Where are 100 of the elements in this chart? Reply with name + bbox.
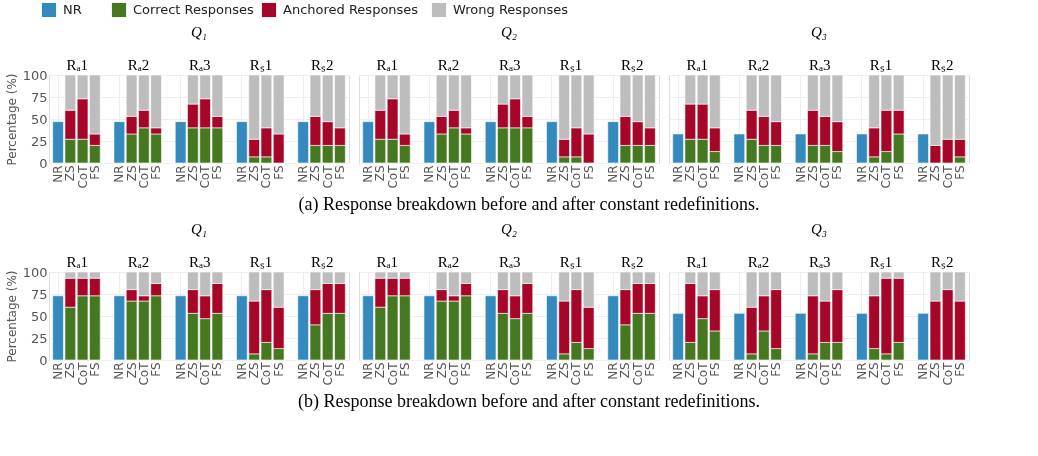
x-tick-label: NR xyxy=(51,165,66,183)
text: Rₐ1 xyxy=(376,254,398,270)
x-tick-label: NR xyxy=(483,165,498,183)
x-tick-label: CoT xyxy=(695,361,710,386)
y-tick-label: 75 xyxy=(30,89,48,105)
text: Rₛ1 xyxy=(559,57,583,73)
x-tick-label: ZS xyxy=(373,362,388,379)
x-tick-label: CoT xyxy=(75,361,90,386)
text: Rₛ1 xyxy=(869,57,893,73)
x-tick-label: CoT xyxy=(695,164,710,189)
x-tick-label: ZS xyxy=(247,165,262,182)
chart-title: Q₂ xyxy=(500,24,518,40)
y-tick-label: 0 xyxy=(39,352,48,368)
text: Rₐ1 xyxy=(376,57,398,73)
x-tick-label: NR xyxy=(606,362,621,380)
x-tick-label: CoT xyxy=(630,164,645,189)
text: Rₐ3 xyxy=(498,254,521,270)
x-tick-label: CoT xyxy=(879,164,894,189)
text: Rₛ2 xyxy=(621,254,644,270)
text: Rₐ2 xyxy=(437,57,460,73)
x-tick-label: NR xyxy=(422,165,437,183)
x-tick-label: FS xyxy=(581,165,596,180)
y-tick-label: 50 xyxy=(30,111,48,127)
x-tick-label: CoT xyxy=(75,164,90,189)
x-tick-label: ZS xyxy=(618,362,633,379)
x-tick-label: FS xyxy=(210,362,225,377)
x-tick-label: FS xyxy=(642,362,657,377)
x-tick-label: NR xyxy=(361,165,376,183)
x-tick-label: FS xyxy=(707,165,722,180)
x-tick-label: FS xyxy=(830,362,845,377)
x-tick-label: NR xyxy=(544,165,559,183)
x-tick-label: NR xyxy=(234,362,249,380)
text: Rₐ2 xyxy=(747,254,770,270)
text: Rₛ2 xyxy=(311,57,334,73)
x-tick-label: FS xyxy=(891,165,906,180)
x-tick-label: CoT xyxy=(259,164,274,189)
x-tick-label: FS xyxy=(271,362,286,377)
x-tick-label: FS xyxy=(769,362,784,377)
x-tick-label: FS xyxy=(769,165,784,180)
x-tick-label: ZS xyxy=(308,362,323,379)
y-axis-title: Percentage (%) xyxy=(4,270,19,363)
x-tick-label: ZS xyxy=(63,165,78,182)
x-tick-label: NR xyxy=(793,165,808,183)
text: Rₐ1 xyxy=(686,57,708,73)
x-tick-label: CoT xyxy=(198,361,213,386)
text: Rₛ1 xyxy=(249,57,273,73)
x-tick-label: NR xyxy=(916,362,931,380)
x-tick-label: CoT xyxy=(508,361,523,386)
y-axis-title: Percentage (%) xyxy=(4,73,19,166)
text: Rₐ2 xyxy=(127,57,150,73)
x-tick-label: ZS xyxy=(744,362,759,379)
x-tick-label: NR xyxy=(173,165,188,183)
legend-label: NR xyxy=(63,2,82,17)
x-tick-label: ZS xyxy=(373,165,388,182)
x-tick-label: FS xyxy=(332,362,347,377)
x-tick-label: FS xyxy=(397,165,412,180)
x-tick-label: CoT xyxy=(508,164,523,189)
chart-title: Q₃ xyxy=(810,221,828,237)
x-tick-label: FS xyxy=(520,165,535,180)
x-tick-label: ZS xyxy=(63,362,78,379)
text: Rₛ2 xyxy=(311,254,334,270)
x-tick-label: FS xyxy=(581,362,596,377)
x-tick-label: NR xyxy=(606,165,621,183)
x-tick-label: NR xyxy=(234,165,249,183)
x-tick-label: FS xyxy=(707,362,722,377)
x-tick-label: CoT xyxy=(385,361,400,386)
x-tick-label: CoT xyxy=(385,164,400,189)
x-tick-label: NR xyxy=(296,165,311,183)
x-tick-label: ZS xyxy=(928,362,943,379)
x-tick-label: ZS xyxy=(124,165,139,182)
x-tick-label: NR xyxy=(793,362,808,380)
x-tick-label: CoT xyxy=(940,361,955,386)
x-tick-label: CoT xyxy=(446,361,461,386)
x-tick-label: CoT xyxy=(569,164,584,189)
x-tick-label: ZS xyxy=(308,165,323,182)
x-tick-label: CoT xyxy=(569,361,584,386)
x-tick-label: NR xyxy=(671,362,686,380)
x-tick-label: ZS xyxy=(124,362,139,379)
x-tick-label: ZS xyxy=(495,165,510,182)
x-tick-label: CoT xyxy=(879,361,894,386)
x-tick-label: ZS xyxy=(683,362,698,379)
x-tick-label: NR xyxy=(112,362,127,380)
x-tick-label: NR xyxy=(916,165,931,183)
x-tick-label: NR xyxy=(854,165,869,183)
x-tick-label: NR xyxy=(671,165,686,183)
text: Rₛ2 xyxy=(931,57,954,73)
text: Rₐ3 xyxy=(808,57,831,73)
x-tick-label: CoT xyxy=(940,164,955,189)
x-tick-label: FS xyxy=(87,165,102,180)
x-tick-label: NR xyxy=(361,362,376,380)
y-tick-label: 25 xyxy=(30,133,48,149)
text: (a) Response breakdown before and after constant redefinitions. xyxy=(298,194,760,215)
x-tick-label: ZS xyxy=(867,362,882,379)
x-tick-label: CoT xyxy=(756,361,771,386)
text: Rₛ2 xyxy=(621,57,644,73)
text: Rₛ1 xyxy=(869,254,893,270)
x-tick-label: ZS xyxy=(805,165,820,182)
x-tick-label: CoT xyxy=(198,164,213,189)
x-tick-label: ZS xyxy=(683,165,698,182)
legend-label: Correct Responses xyxy=(133,2,255,17)
